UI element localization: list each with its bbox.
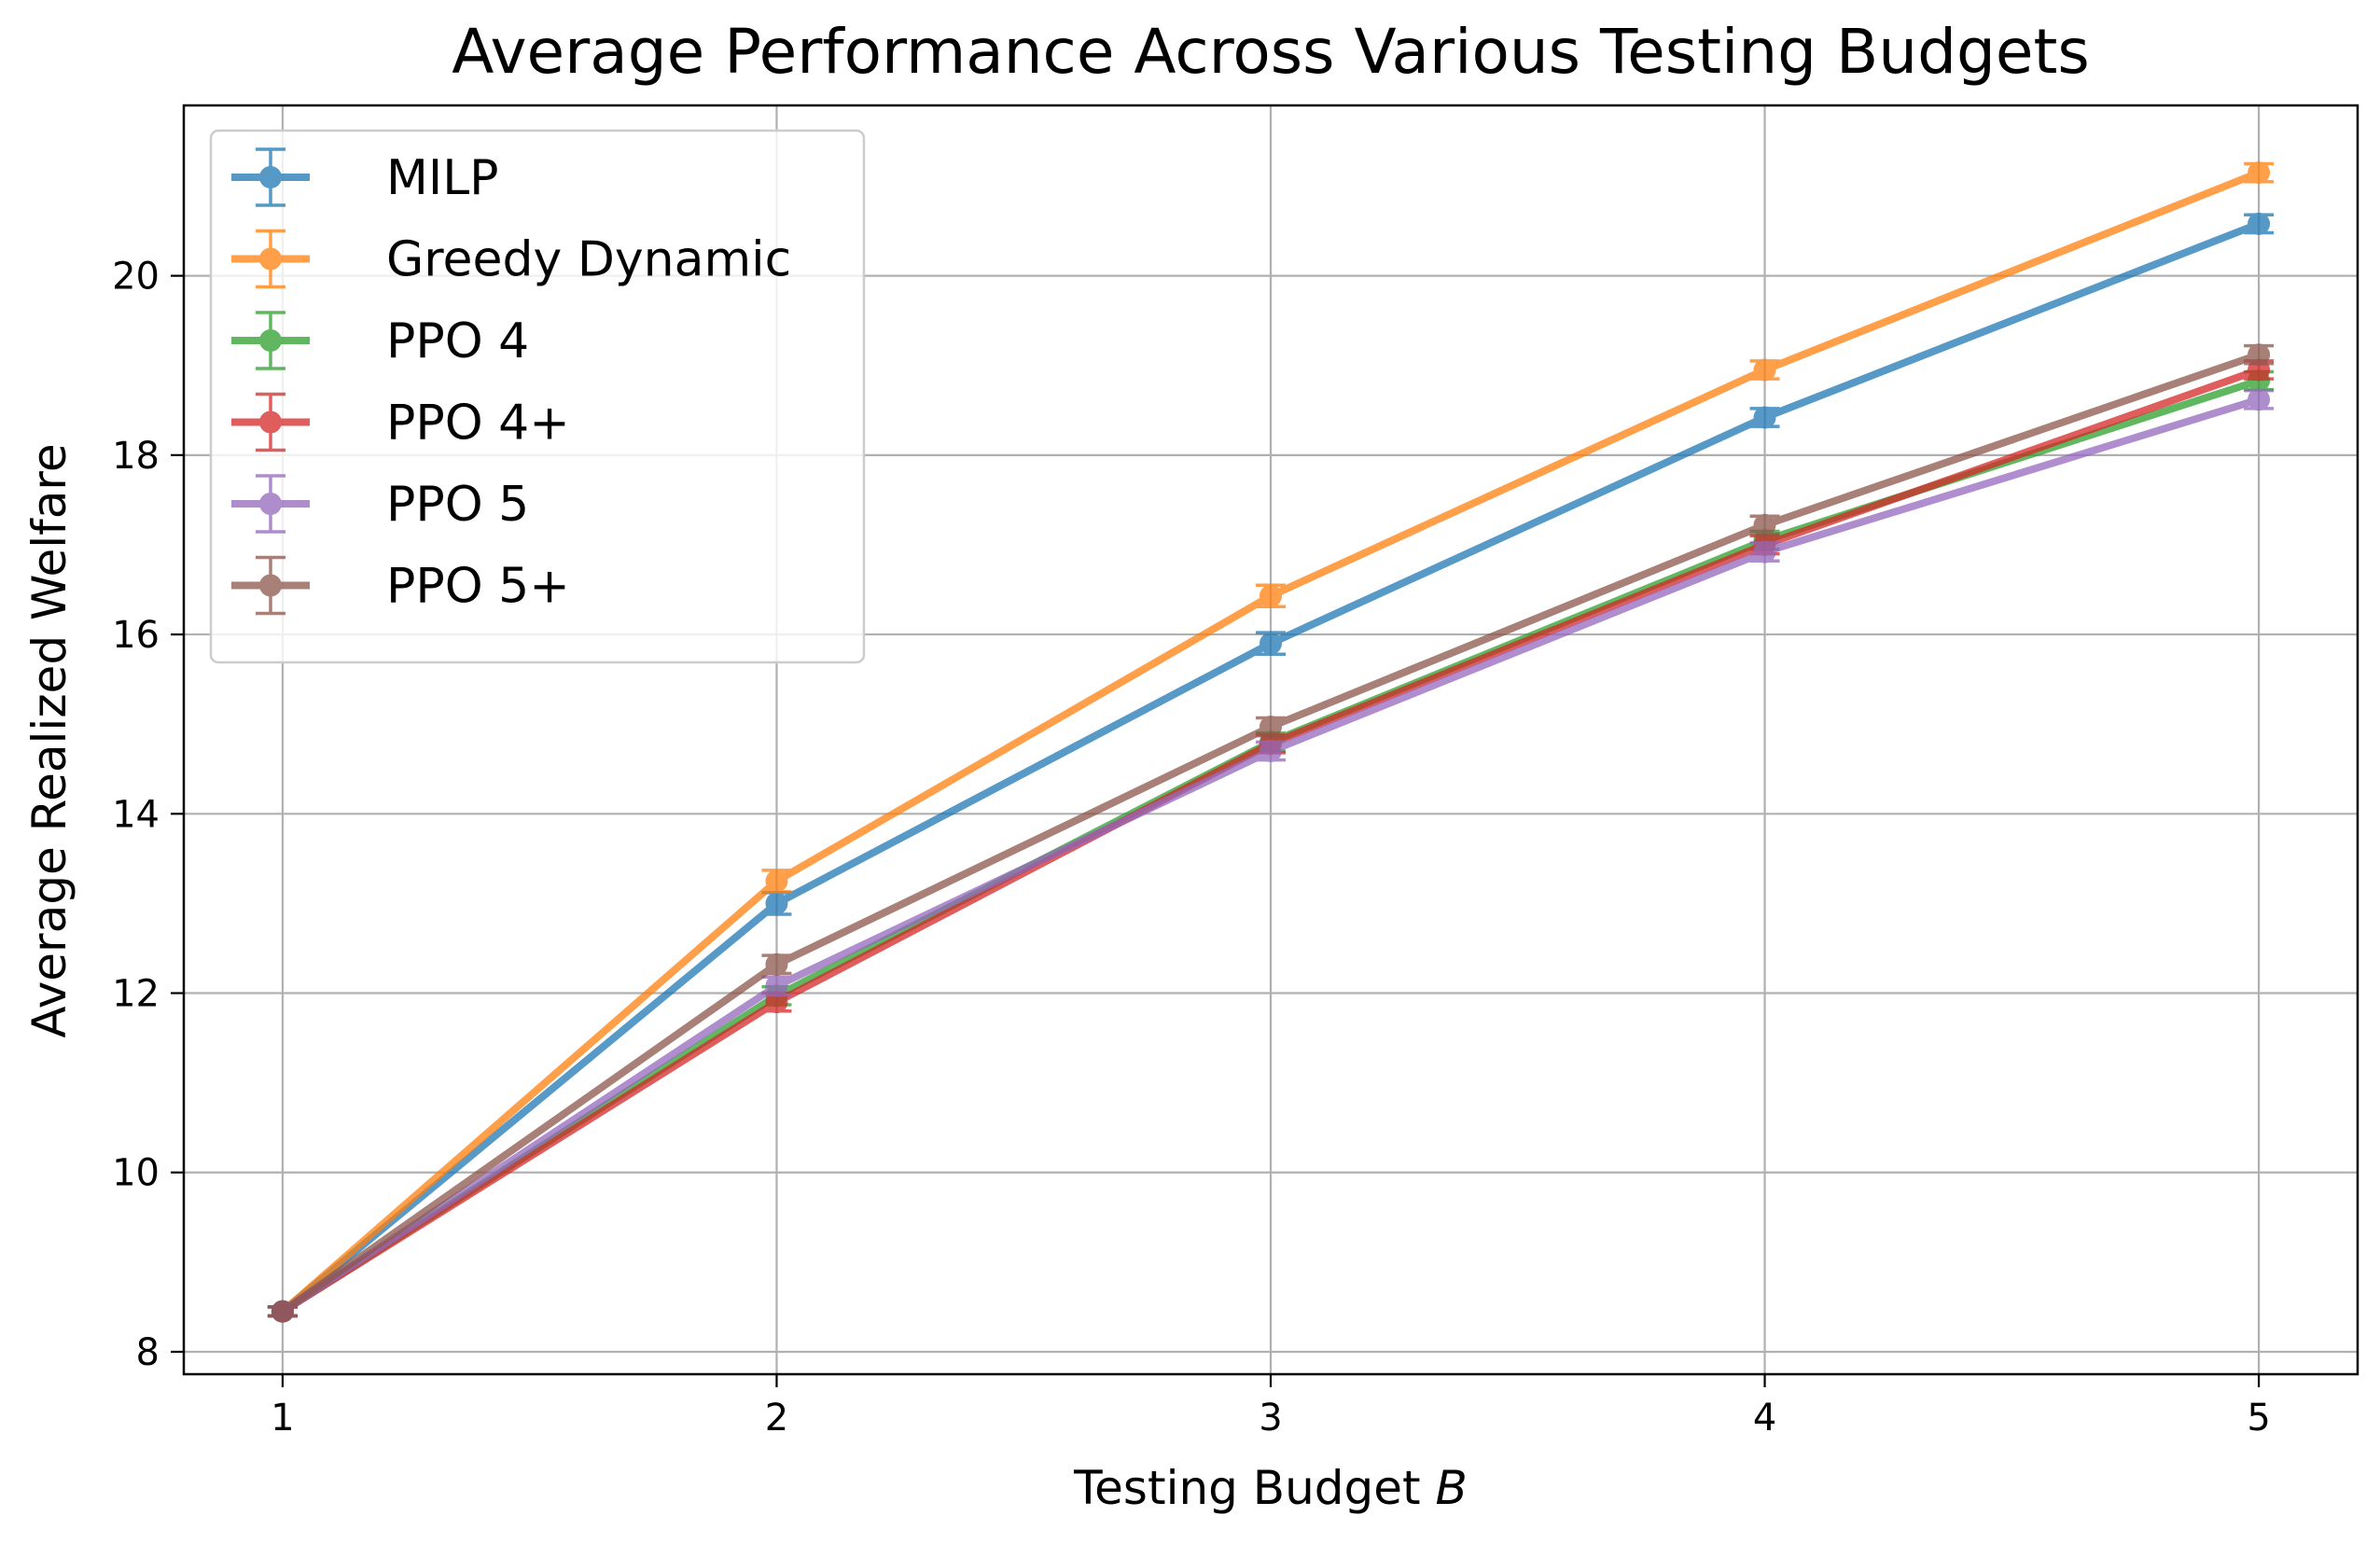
data-point bbox=[1260, 632, 1282, 655]
legend-item bbox=[231, 311, 310, 370]
data-point bbox=[2248, 161, 2271, 185]
data-point bbox=[1260, 716, 1282, 739]
x-axis-label-variable: B bbox=[1436, 1461, 1468, 1515]
legend-marker bbox=[259, 166, 282, 188]
legend-label: PPO 5 bbox=[386, 477, 529, 533]
legend-marker bbox=[259, 410, 282, 434]
chart-title: Average Performance Across Various Testi… bbox=[452, 16, 2090, 88]
legend-label: MILP bbox=[386, 150, 499, 206]
data-point bbox=[765, 974, 788, 997]
y-axis-label: Average Realized Welfare bbox=[22, 443, 77, 1037]
data-point bbox=[765, 869, 788, 893]
data-point bbox=[1753, 540, 1776, 563]
x-axis-ticks: 1 2 3 4 5 bbox=[271, 1374, 2271, 1440]
y-tick-label: 18 bbox=[112, 435, 160, 478]
legend-marker bbox=[259, 493, 282, 515]
x-tick-label: 1 bbox=[271, 1397, 294, 1440]
legend-item bbox=[231, 147, 310, 207]
data-point bbox=[2248, 388, 2271, 411]
data-point bbox=[1753, 358, 1776, 382]
y-tick-label: 16 bbox=[112, 614, 160, 657]
legend-item bbox=[231, 474, 310, 534]
y-tick-label: 14 bbox=[112, 793, 160, 836]
series-ppo-5- bbox=[267, 343, 2275, 1323]
legend-item bbox=[231, 229, 310, 289]
x-tick-label: 5 bbox=[2247, 1397, 2270, 1440]
x-tick-label: 2 bbox=[765, 1397, 788, 1440]
data-point bbox=[1753, 406, 1776, 429]
data-point bbox=[271, 1300, 294, 1323]
x-tick-label: 3 bbox=[1259, 1397, 1282, 1440]
data-point bbox=[1753, 513, 1776, 536]
legend-box bbox=[209, 129, 866, 664]
legend-label: PPO 4+ bbox=[386, 396, 570, 452]
legend-marker bbox=[259, 329, 282, 352]
data-point bbox=[1260, 584, 1282, 607]
y-axis-ticks: 8 10 12 14 16 18 20 bbox=[112, 256, 184, 1374]
y-tick-label: 20 bbox=[112, 256, 160, 299]
legend-item bbox=[231, 392, 310, 452]
data-point bbox=[765, 953, 788, 976]
series-ppo-5 bbox=[267, 388, 2275, 1323]
legend-item bbox=[231, 555, 310, 616]
y-tick-label: 8 bbox=[136, 1331, 160, 1374]
data-point bbox=[2248, 212, 2271, 235]
y-tick-label: 12 bbox=[112, 973, 160, 1016]
legend-label: PPO 5+ bbox=[386, 559, 570, 615]
data-point bbox=[2248, 343, 2271, 367]
x-axis-label-text: Testing Budget bbox=[1073, 1461, 1421, 1515]
x-tick-label: 4 bbox=[1753, 1397, 1776, 1440]
data-point bbox=[1260, 740, 1282, 763]
series-layer bbox=[267, 161, 2275, 1323]
legend-label: Greedy Dynamic bbox=[386, 232, 791, 288]
data-point bbox=[765, 892, 788, 915]
legend-marker bbox=[259, 247, 282, 271]
x-axis-label: Testing Budget B bbox=[1073, 1461, 1468, 1515]
legend-marker bbox=[259, 574, 282, 597]
legend: MILP Greedy Dynamic PPO 4 PPO 4+ PPO 5 PPO 5+ bbox=[209, 129, 866, 664]
y-tick-label: 10 bbox=[112, 1152, 160, 1195]
legend-label: PPO 4 bbox=[386, 313, 529, 369]
